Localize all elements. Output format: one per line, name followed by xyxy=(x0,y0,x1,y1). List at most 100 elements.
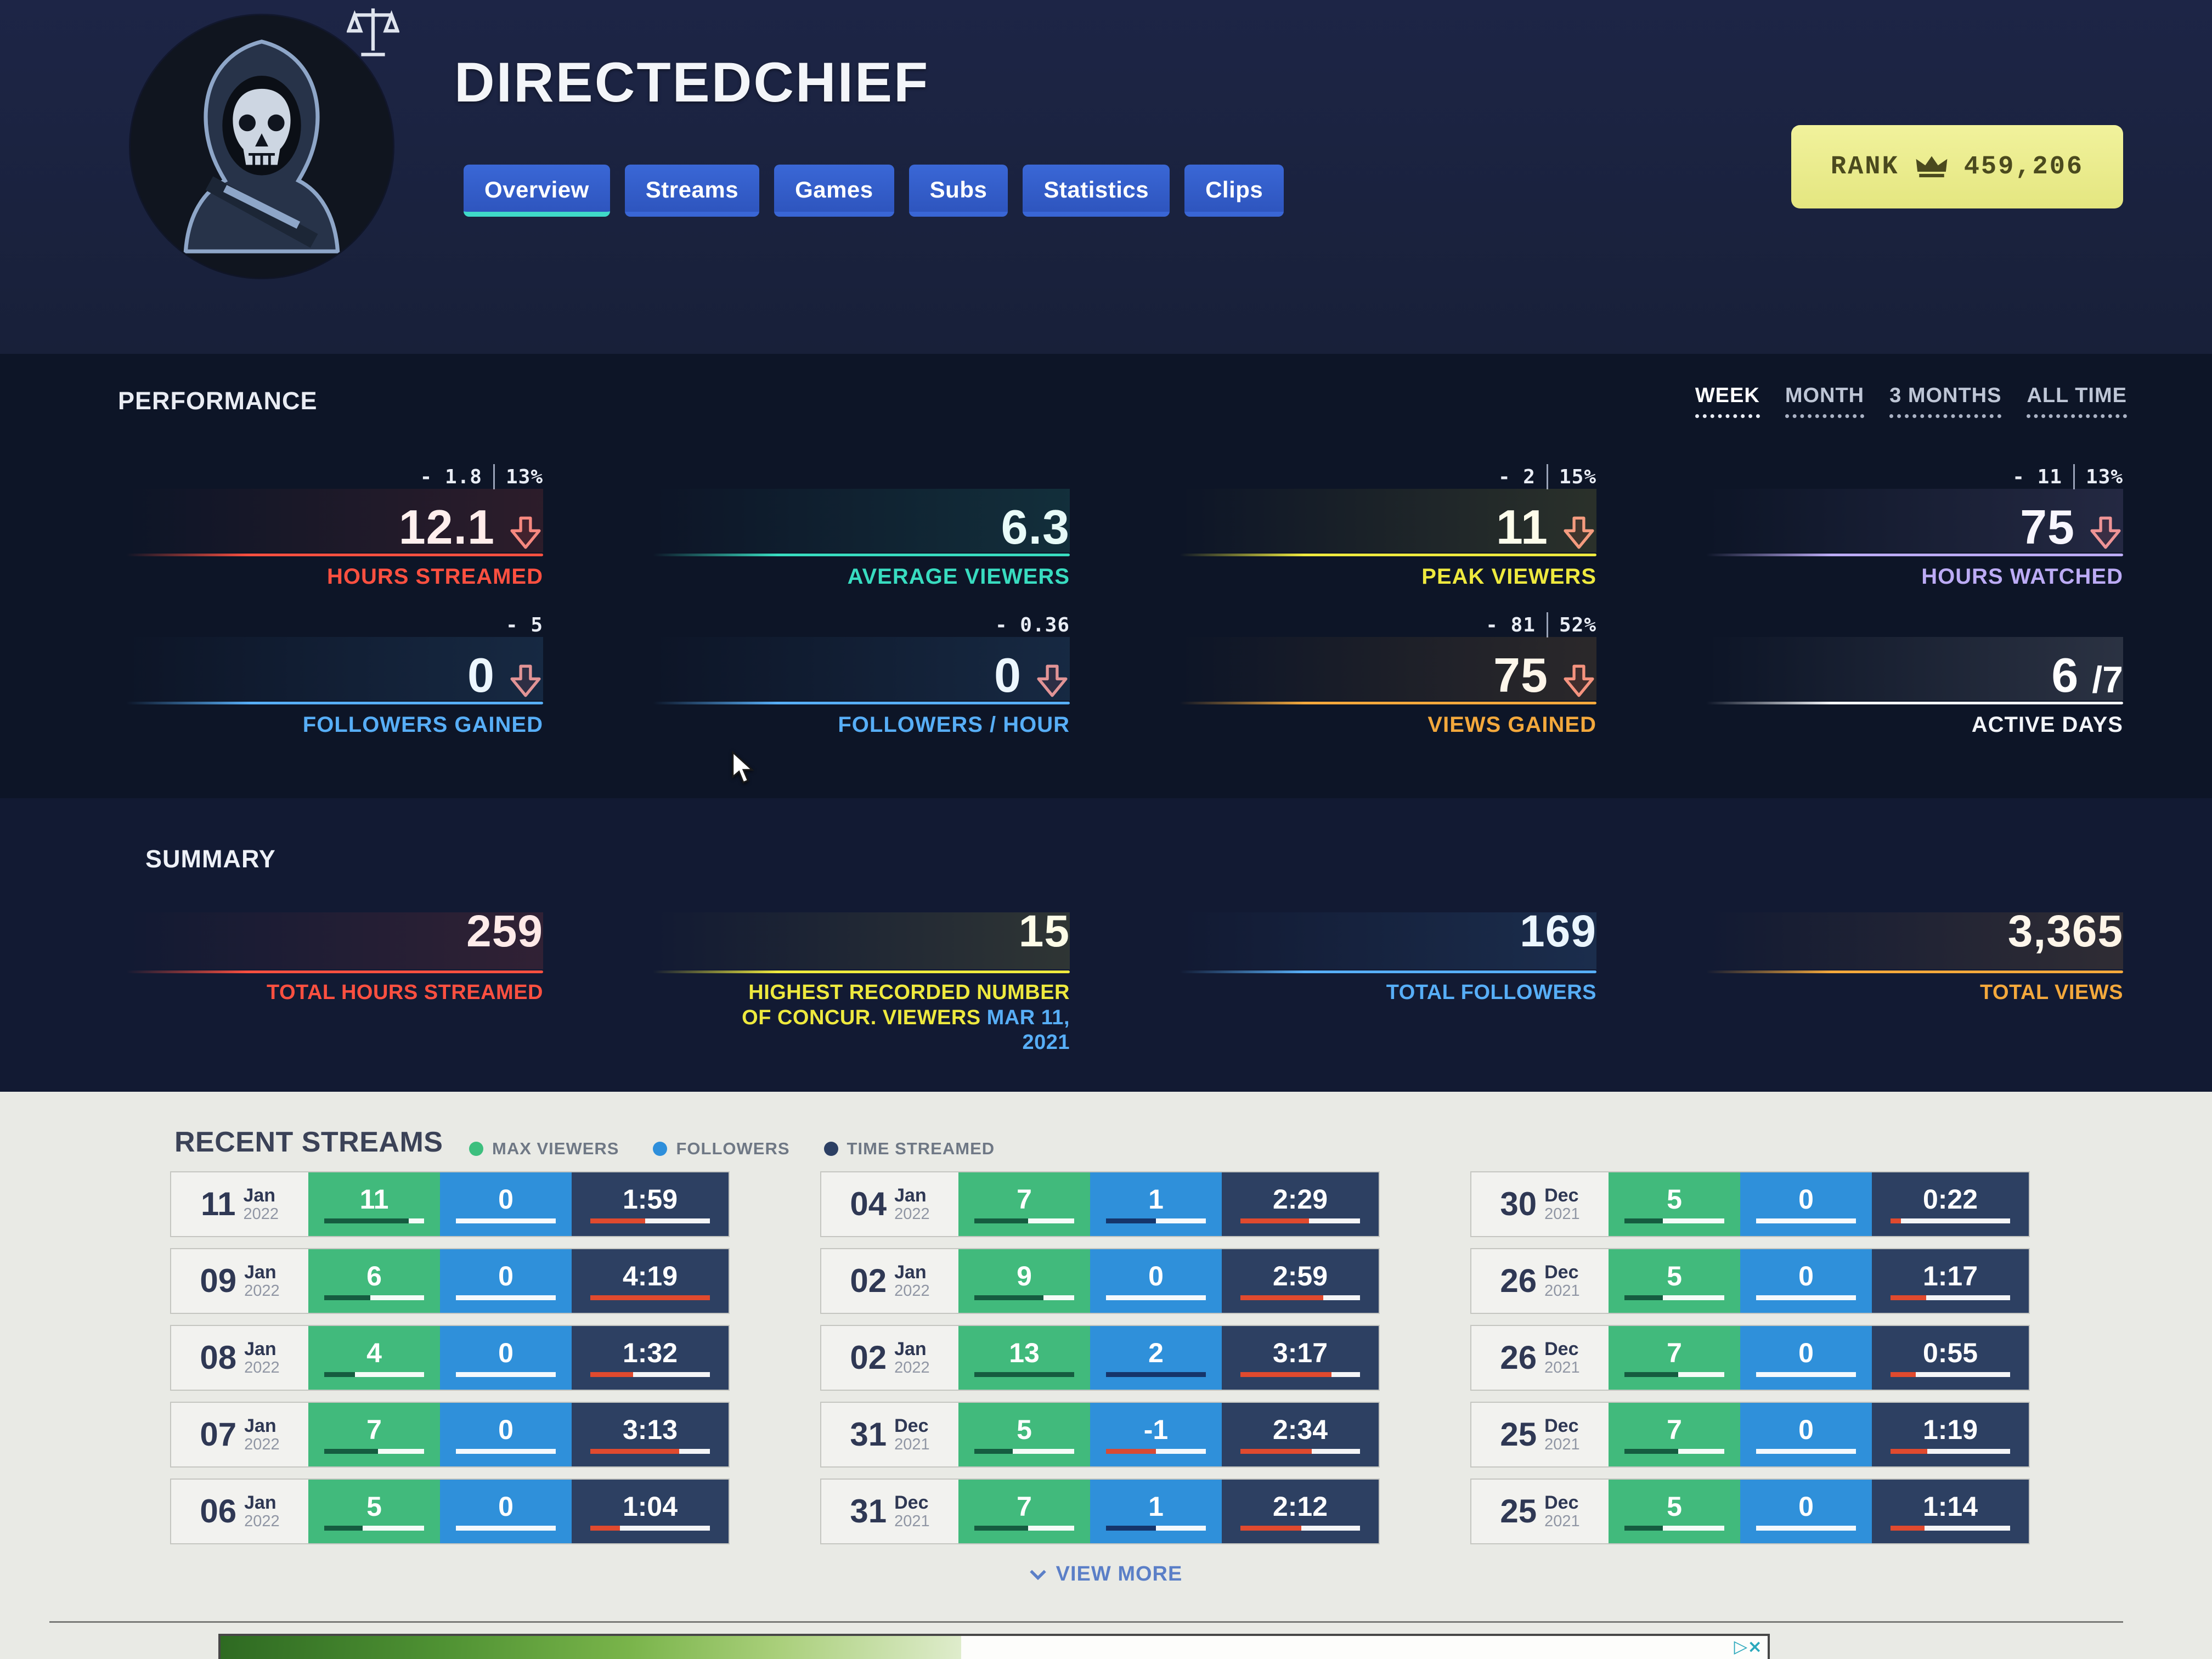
stream-row[interactable]: 30 Dec 2021 5 0 0:22 xyxy=(1470,1171,2030,1237)
stream-date: 30 Dec 2021 xyxy=(1471,1172,1609,1236)
stream-month: Dec xyxy=(894,1492,929,1513)
stream-year: 2022 xyxy=(243,1205,279,1223)
metric-label: ACTIVE DAYS xyxy=(1971,713,2123,737)
stream-followers-value: 0 xyxy=(498,1337,514,1368)
stream-followers-value: 0 xyxy=(498,1491,514,1522)
period-tabs: WEEK MONTH 3 MONTHS ALL TIME xyxy=(1695,384,2127,418)
legend-label: TIME STREAMED xyxy=(847,1139,995,1158)
stream-followers-value: 0 xyxy=(1798,1491,1814,1522)
period-tab-month[interactable]: MONTH xyxy=(1785,384,1865,418)
tab-clips[interactable]: Clips xyxy=(1184,165,1284,217)
stream-year: 2022 xyxy=(244,1282,280,1300)
stream-followers-cell: 0 xyxy=(1090,1249,1222,1313)
stream-date: 26 Dec 2021 xyxy=(1471,1249,1609,1313)
page-title: DIRECTEDCHIEF xyxy=(454,51,930,114)
stream-row[interactable]: 02 Jan 2022 9 0 2:59 xyxy=(820,1248,1380,1314)
tab-subs[interactable]: Subs xyxy=(909,165,1008,217)
stream-year: 2021 xyxy=(1544,1436,1580,1453)
rank-label: RANK xyxy=(1830,152,1899,182)
metric-views-gained: - 81 52% 75 VIEWS GAINED xyxy=(1180,612,1596,743)
period-tab-3-months[interactable]: 3 MONTHS xyxy=(1889,384,2002,418)
stream-followers-value: 1 xyxy=(1148,1183,1164,1215)
stream-time-value: 1:59 xyxy=(622,1183,678,1215)
rank-badge[interactable]: RANK 459,206 xyxy=(1791,125,2123,208)
stream-row[interactable]: 26 Dec 2021 5 0 1:17 xyxy=(1470,1248,2030,1314)
stream-time-cell: 1:32 xyxy=(572,1326,729,1390)
metric-value: 6 xyxy=(2051,648,2079,703)
ad-banner[interactable]: ▷× xyxy=(218,1634,1770,1659)
stream-row[interactable]: 06 Jan 2022 5 0 1:04 xyxy=(170,1479,730,1544)
stream-row[interactable]: 31 Dec 2021 5 -1 2:34 xyxy=(820,1402,1380,1468)
stream-followers-value: 0 xyxy=(1798,1337,1814,1368)
stream-year: 2021 xyxy=(1544,1513,1580,1530)
adchoices-icon[interactable]: ▷× xyxy=(1734,1636,1762,1657)
stream-row[interactable]: 25 Dec 2021 7 0 1:19 xyxy=(1470,1402,2030,1468)
stream-time-cell: 2:34 xyxy=(1222,1403,1379,1466)
stream-month: Jan xyxy=(244,1415,276,1436)
metric-hours-watched: - 11 13% 75 HOURS WATCHED xyxy=(1706,464,2123,595)
view-more-button[interactable]: VIEW MORE xyxy=(0,1562,2212,1586)
stream-row[interactable]: 31 Dec 2021 7 1 2:12 xyxy=(820,1479,1380,1544)
tab-streams[interactable]: Streams xyxy=(624,165,760,217)
stream-row[interactable]: 04 Jan 2022 7 1 2:29 xyxy=(820,1171,1380,1237)
stream-time-value: 0:55 xyxy=(1922,1337,1978,1368)
stream-year: 2022 xyxy=(894,1205,930,1223)
stream-year: 2022 xyxy=(894,1359,930,1376)
stream-day: 30 xyxy=(1500,1186,1537,1222)
stream-row[interactable]: 26 Dec 2021 7 0 0:55 xyxy=(1470,1325,2030,1391)
metric-change: - 5 xyxy=(505,613,543,636)
metric-value: 12.1 xyxy=(398,500,495,555)
summary-value: 15 xyxy=(1018,906,1070,956)
stream-viewers-value: 4 xyxy=(366,1337,382,1368)
stream-time-value: 0:22 xyxy=(1922,1183,1978,1215)
legend-dot-icon xyxy=(823,1142,838,1156)
stream-viewers-cell: 4 xyxy=(308,1326,440,1390)
stream-row[interactable]: 02 Jan 2022 13 2 3:17 xyxy=(820,1325,1380,1391)
metric-change: - 2 xyxy=(1498,465,1536,488)
down-arrow-icon xyxy=(2088,515,2123,550)
stream-date: 26 Dec 2021 xyxy=(1471,1326,1609,1390)
summary-metric-total-hours-streamed: 259 TOTAL HOURS STREAMED xyxy=(126,907,543,1040)
metric-label: PEAK VIEWERS xyxy=(1421,565,1596,589)
stream-row[interactable]: 25 Dec 2021 5 0 1:14 xyxy=(1470,1479,2030,1544)
change-divider xyxy=(1546,464,1548,489)
stream-followers-value: 0 xyxy=(1798,1414,1814,1445)
avatar-image xyxy=(131,15,393,278)
period-tab-all-time[interactable]: ALL TIME xyxy=(2027,384,2127,418)
stream-viewers-cell: 7 xyxy=(308,1403,440,1466)
stream-viewers-cell: 5 xyxy=(308,1480,440,1543)
view-more-label: VIEW MORE xyxy=(1056,1562,1183,1585)
stream-row[interactable]: 09 Jan 2022 6 0 4:19 xyxy=(170,1248,730,1314)
stream-day: 11 xyxy=(201,1186,236,1222)
metric-value: 0 xyxy=(994,648,1022,703)
stream-month: Jan xyxy=(894,1262,927,1283)
stream-viewers-value: 7 xyxy=(1667,1337,1682,1368)
stream-month: Dec xyxy=(1544,1185,1579,1206)
tab-games[interactable]: Games xyxy=(774,165,894,217)
stream-date: 11 Jan 2022 xyxy=(171,1172,308,1236)
metric-label: FOLLOWERS / HOUR xyxy=(838,713,1070,737)
stream-month: Jan xyxy=(244,1339,276,1359)
stream-day: 25 xyxy=(1500,1493,1537,1530)
stream-viewers-value: 5 xyxy=(1667,1260,1682,1291)
stream-row[interactable]: 08 Jan 2022 4 0 1:32 xyxy=(170,1325,730,1391)
metric-value: 0 xyxy=(467,648,495,703)
recent-streams-grid: 11 Jan 2022 11 0 1:59 09 Jan 2022 6 0 4:19 08 Jan 2022… xyxy=(170,1171,2030,1544)
metric-active-days: 6/7 ACTIVE DAYS xyxy=(1706,612,2123,743)
stream-row[interactable]: 11 Jan 2022 11 0 1:59 xyxy=(170,1171,730,1237)
stream-viewers-cell: 5 xyxy=(1609,1480,1740,1543)
avatar xyxy=(131,15,393,278)
stream-year: 2022 xyxy=(244,1513,280,1530)
period-tab-week[interactable]: WEEK xyxy=(1695,384,1760,418)
stream-time-value: 1:04 xyxy=(622,1491,678,1522)
change-divider xyxy=(2073,464,2075,489)
tab-statistics[interactable]: Statistics xyxy=(1023,165,1170,217)
tab-overview[interactable]: Overview xyxy=(464,165,610,217)
metric-change-pct: 52% xyxy=(1559,613,1596,636)
stream-row[interactable]: 07 Jan 2022 7 0 3:13 xyxy=(170,1402,730,1468)
stream-time-value: 2:34 xyxy=(1272,1414,1328,1445)
stream-time-cell: 2:59 xyxy=(1222,1249,1379,1313)
stream-time-cell: 2:12 xyxy=(1222,1480,1379,1543)
stream-viewers-cell: 9 xyxy=(958,1249,1090,1313)
